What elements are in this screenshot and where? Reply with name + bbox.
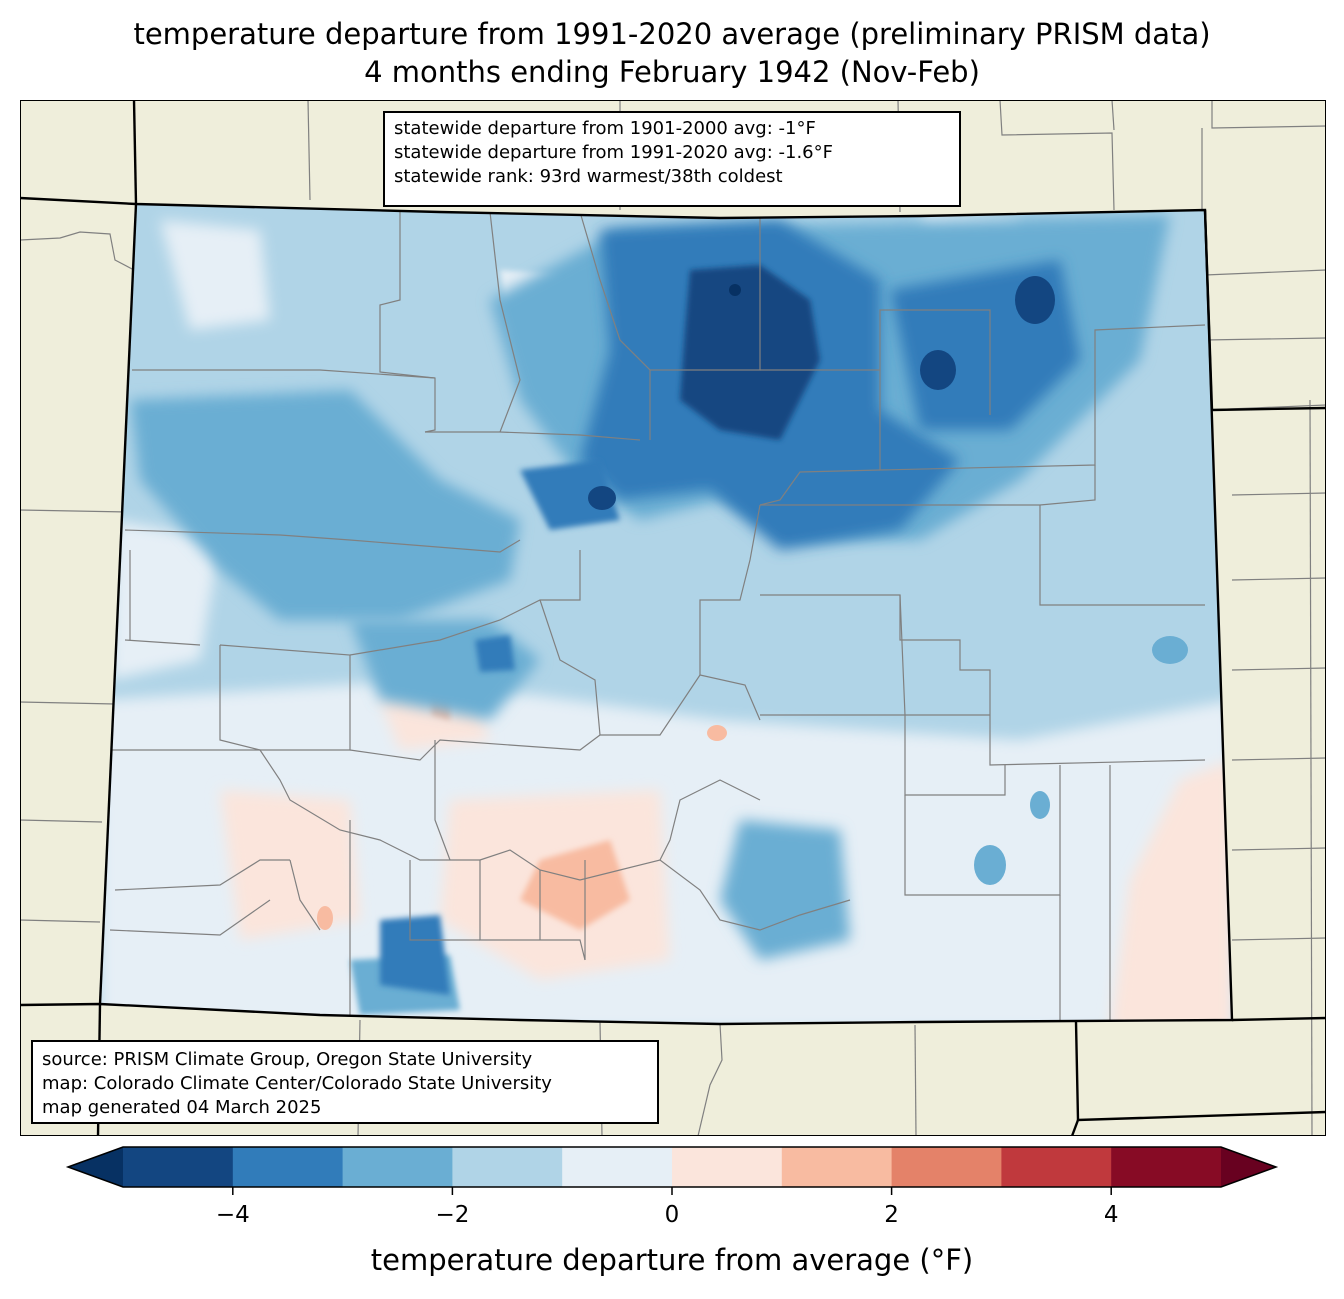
- credits-source: source: PRISM Climate Group, Oregon Stat…: [42, 1049, 533, 1070]
- credits-generated: map generated 04 March 2025: [42, 1097, 322, 1118]
- colorbar: −4 −2 0 2 4: [65, 1146, 1279, 1228]
- colorbar-under-arrow: [68, 1147, 123, 1187]
- colorbar-bin-2: [342, 1147, 453, 1187]
- stats-departure-1991-2020: statewide departure from 1991-2020 avg: …: [394, 142, 833, 163]
- colorbar-bin-9: [1111, 1147, 1222, 1187]
- colorbar-bin-8: [1001, 1147, 1112, 1187]
- county-lines: [109, 211, 1206, 1020]
- colorbar-bin-3: [452, 1147, 563, 1187]
- statewide-stats-box: statewide departure from 1901-2000 avg: …: [383, 111, 961, 207]
- colorbar-bin-1: [232, 1147, 344, 1187]
- colorbar-tick-label-4: 4: [1104, 1202, 1119, 1228]
- colorbar-tick-label-0: −4: [216, 1202, 250, 1228]
- colorbar-tick-label-1: −2: [435, 1202, 469, 1228]
- colorbar-tick-label-2: 0: [665, 1202, 680, 1228]
- colorbar-bin-0: [123, 1147, 234, 1187]
- colorado-map: [20, 100, 1326, 1136]
- temperature-field: [100, 204, 1232, 1024]
- colorbar-label: temperature departure from average (°F): [370, 1243, 974, 1277]
- map-subtitle: 4 months ending February 1942 (Nov-Feb): [364, 55, 980, 89]
- colorbar-bin-7: [891, 1147, 1002, 1187]
- colorbar-bin-6: [781, 1147, 893, 1187]
- map-title: temperature departure from 1991-2020 ave…: [133, 17, 1211, 51]
- colorbar-over-arrow: [1221, 1147, 1276, 1187]
- credits-map: map: Colorado Climate Center/Colorado St…: [42, 1073, 552, 1094]
- colorbar-tick-label-3: 2: [884, 1202, 899, 1228]
- stats-departure-1901-2000: statewide departure from 1901-2000 avg: …: [394, 118, 816, 139]
- colorbar-bin-4: [562, 1147, 673, 1187]
- stats-rank: statewide rank: 93rd warmest/38th coldes…: [394, 166, 783, 187]
- credits-box: source: PRISM Climate Group, Oregon Stat…: [31, 1040, 659, 1124]
- colorbar-bin-5: [672, 1147, 783, 1187]
